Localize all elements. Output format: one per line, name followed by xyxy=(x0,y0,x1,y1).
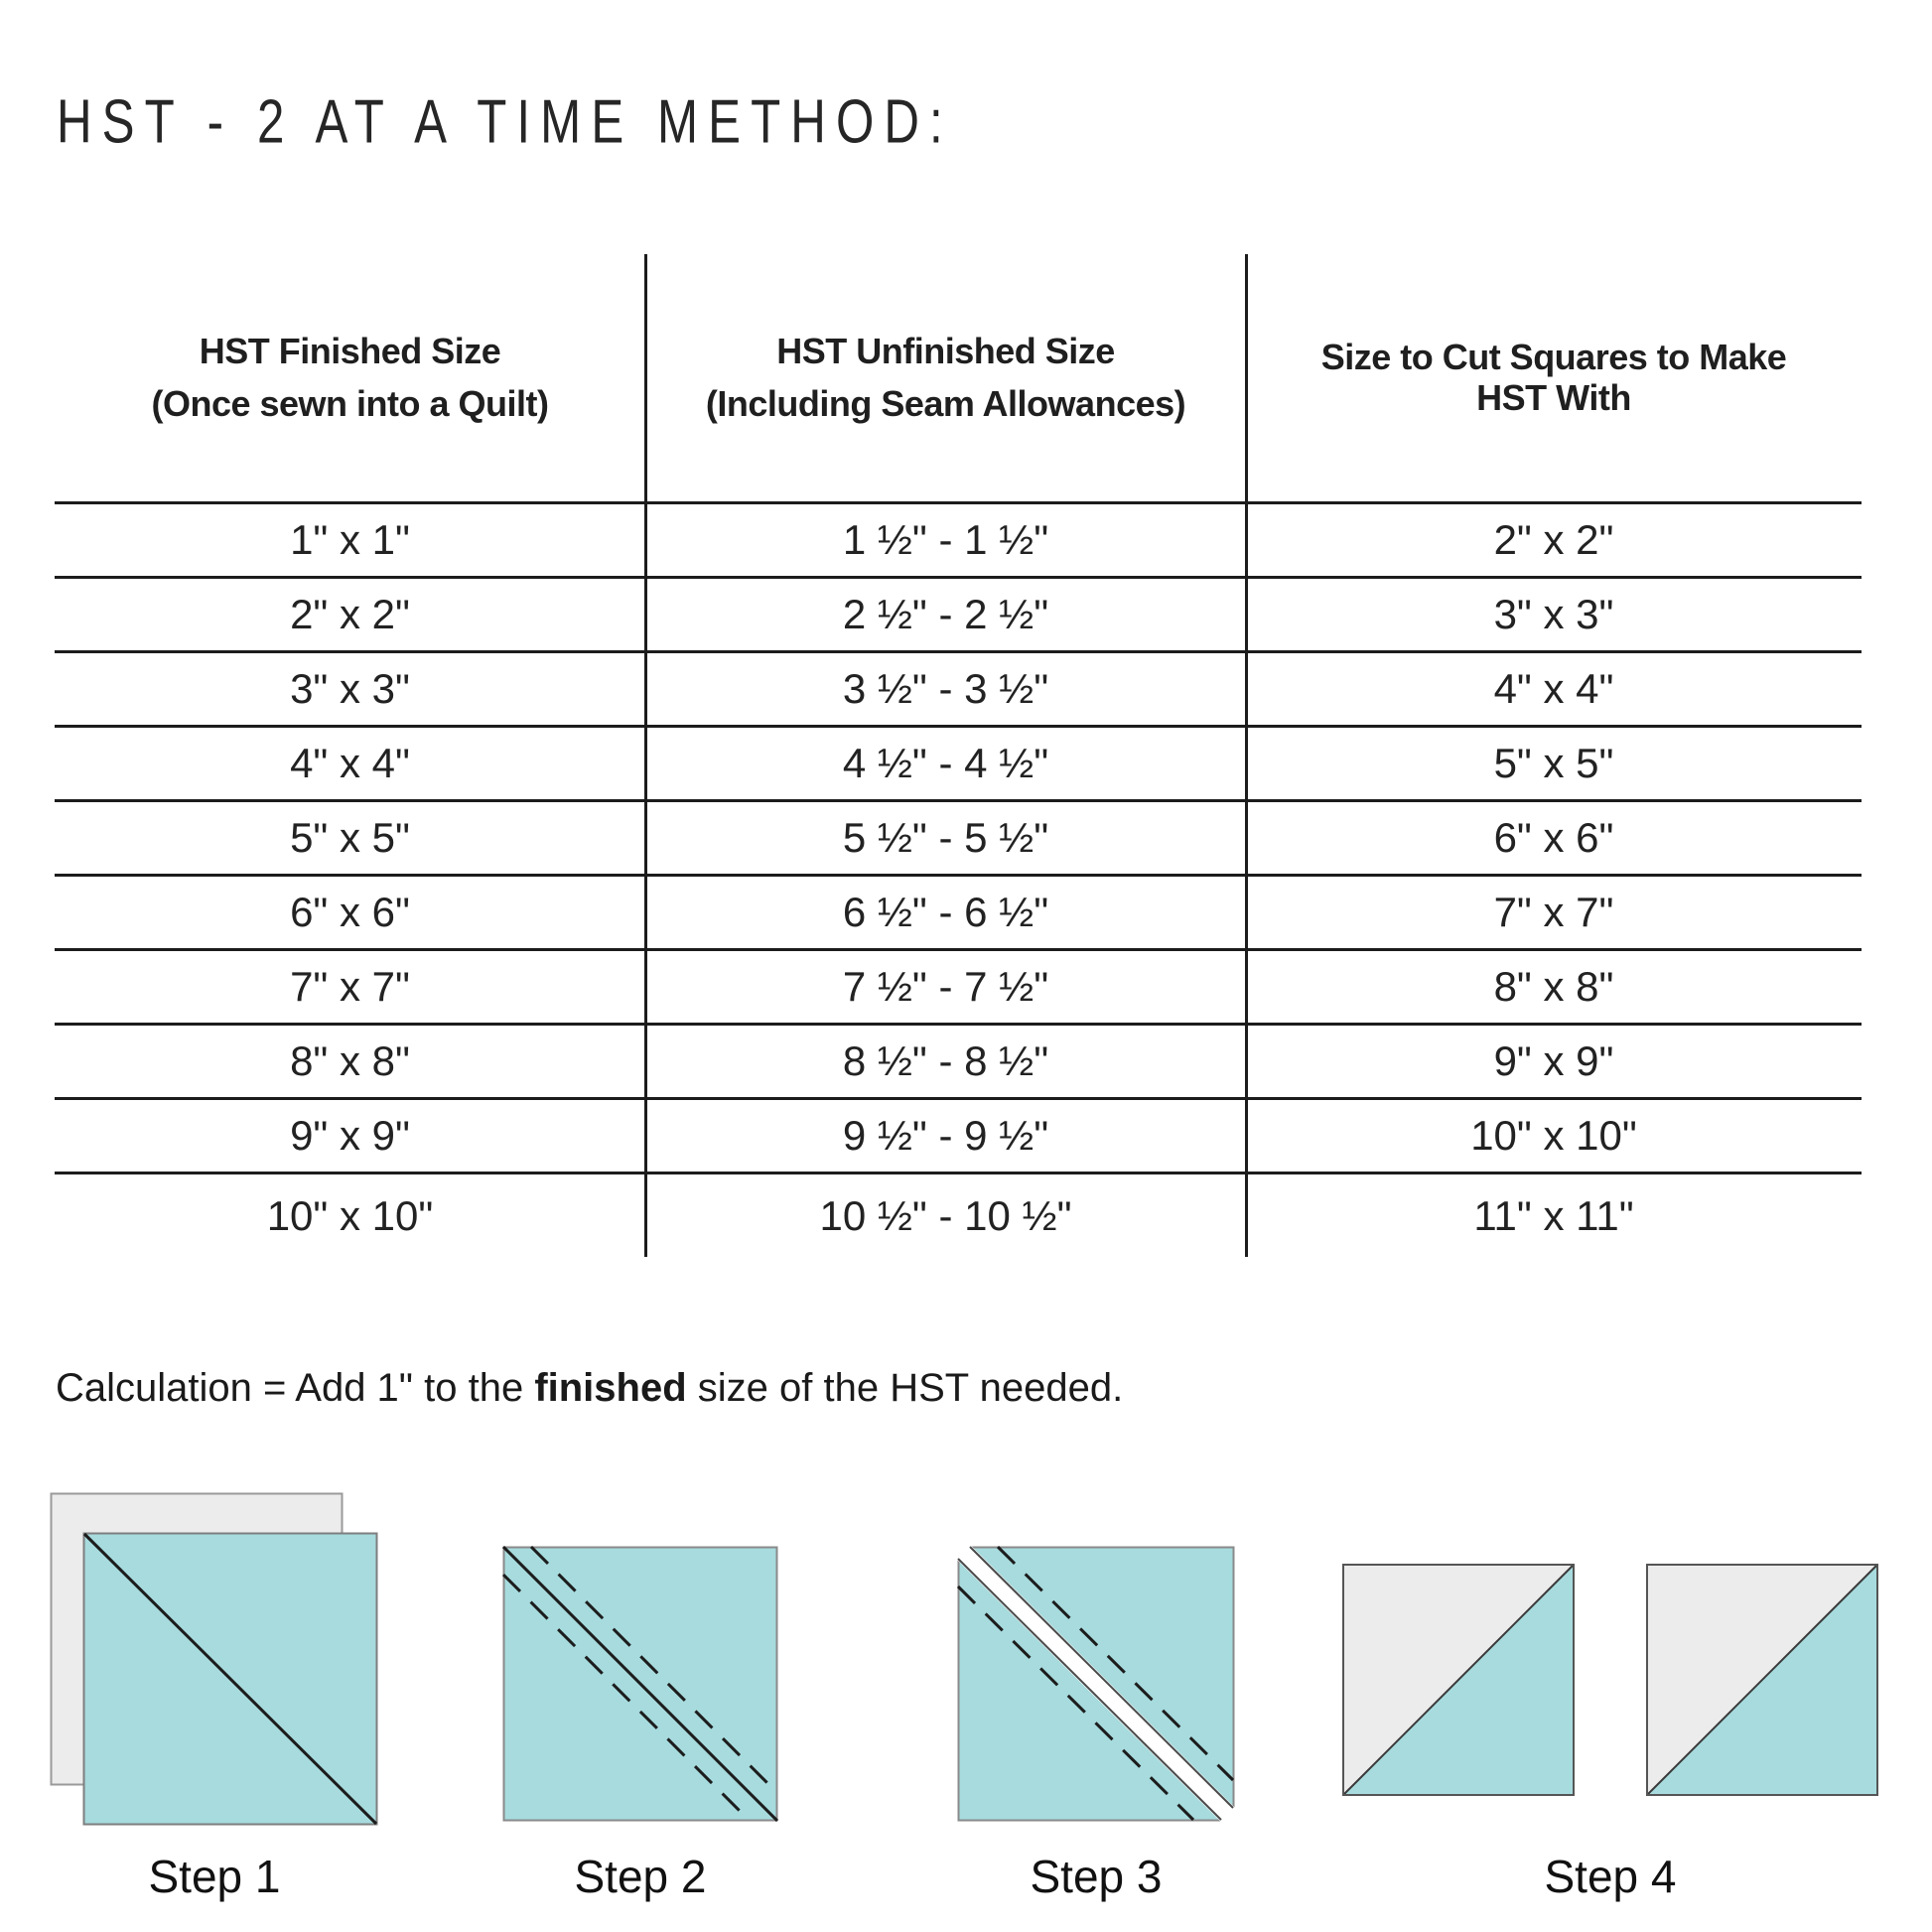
hst-unit-2 xyxy=(1646,1564,1878,1796)
cell-finished-size: 4" x 4" xyxy=(290,740,410,786)
cell-finished-size: 7" x 7" xyxy=(290,963,410,1010)
cut-gap xyxy=(957,1546,1235,1822)
drawn-diagonal-line xyxy=(502,1546,778,1822)
hst-pair xyxy=(1342,1564,1878,1796)
cell-finished-size: 8" x 8" xyxy=(290,1037,410,1084)
cell-unfinished-size: 7 ½" - 7 ½" xyxy=(842,963,1049,1010)
table-row: 1" x 1" 1 ½" - 1 ½" 2" x 2" xyxy=(55,501,1862,576)
cell-cut-size: 7" x 7" xyxy=(1493,889,1614,935)
step1-diagram xyxy=(50,1492,378,1826)
hst-unit-1 xyxy=(1342,1564,1575,1796)
table-row: 8" x 8" 8 ½" - 8 ½" 9" x 9" xyxy=(55,1023,1862,1097)
seam-line xyxy=(1646,1564,1878,1796)
square-border xyxy=(1342,1564,1575,1796)
cell-finished-size: 10" x 10" xyxy=(266,1191,434,1239)
cell-unfinished-size: 5 ½" - 5 ½" xyxy=(842,814,1049,861)
stitch-line-lower xyxy=(529,1546,778,1795)
square-border xyxy=(1646,1564,1878,1796)
cell-cut-size: 10" x 10" xyxy=(1470,1112,1637,1159)
step2-figure: Step 2 xyxy=(502,1546,778,1902)
step4-figure: Step 4 xyxy=(1342,1564,1878,1902)
table-row: 9" x 9" 9 ½" - 9 ½" 10" x 10" xyxy=(55,1097,1862,1172)
cell-finished-size: 2" x 2" xyxy=(290,591,410,637)
header-cut-size: Size to Cut Squares to Make HST With xyxy=(1246,254,1862,501)
cell-unfinished-size: 8 ½" - 8 ½" xyxy=(842,1037,1049,1084)
calculation-note: Calculation = Add 1" to the finished siz… xyxy=(56,1366,1123,1411)
stitch-line-upper xyxy=(502,1573,752,1822)
table-row: 4" x 4" 4 ½" - 4 ½" 5" x 5" xyxy=(55,725,1862,799)
table-row: 2" x 2" 2 ½" - 2 ½" 3" x 3" xyxy=(55,576,1862,650)
table-row: 5" x 5" 5 ½" - 5 ½" 6" x 6" xyxy=(55,799,1862,874)
column-divider-1 xyxy=(644,254,647,1257)
header-line: Size to Cut Squares to Make xyxy=(1320,337,1787,378)
step4-label: Step 4 xyxy=(1544,1851,1677,1902)
cell-finished-size: 9" x 9" xyxy=(290,1112,410,1159)
cell-cut-size: 3" x 3" xyxy=(1493,591,1614,637)
header-finished-size: HST Finished Size (Once sewn into a Quil… xyxy=(55,254,645,501)
cell-cut-size: 11" x 11" xyxy=(1473,1191,1634,1239)
cell-finished-size: 3" x 3" xyxy=(290,665,410,712)
stitch-line-upper xyxy=(957,1585,1195,1822)
drawn-diagonal-line xyxy=(82,1532,378,1826)
header-line: (Once sewn into a Quilt) xyxy=(151,382,549,424)
step3-figure: Step 3 xyxy=(957,1546,1235,1902)
cell-cut-size: 6" x 6" xyxy=(1493,814,1614,861)
cell-unfinished-size: 6 ½" - 6 ½" xyxy=(842,889,1049,935)
step1-figure: Step 1 xyxy=(50,1492,379,1902)
note-suffix: size of the HST needed. xyxy=(686,1366,1124,1410)
cut-edge-upper xyxy=(957,1558,1222,1821)
table-row: 10" x 10" 10 ½" - 10 ½" 11" x 11" xyxy=(55,1172,1862,1257)
step3-diagram xyxy=(957,1546,1235,1822)
cell-cut-size: 5" x 5" xyxy=(1493,740,1614,786)
cell-unfinished-size: 3 ½" - 3 ½" xyxy=(842,665,1049,712)
cell-finished-size: 1" x 1" xyxy=(290,516,410,563)
cell-unfinished-size: 4 ½" - 4 ½" xyxy=(842,740,1049,786)
table-body: 1" x 1" 1 ½" - 1 ½" 2" x 2" 2" x 2" 2 ½"… xyxy=(55,501,1862,1257)
cell-cut-size: 4" x 4" xyxy=(1493,665,1614,712)
column-divider-2 xyxy=(1245,254,1248,1257)
seam-line xyxy=(1342,1564,1575,1796)
page-title: HST - 2 AT A TIME METHOD: xyxy=(57,87,953,157)
cut-edge-lower xyxy=(969,1546,1234,1809)
cell-finished-size: 5" x 5" xyxy=(290,814,410,861)
table-header-row: HST Finished Size (Once sewn into a Quil… xyxy=(55,254,1862,501)
header-line: HST Unfinished Size xyxy=(776,331,1115,372)
stitch-line-lower xyxy=(996,1546,1235,1782)
step2-label: Step 2 xyxy=(574,1851,707,1902)
header-line: (Including Seam Allowances) xyxy=(705,382,1186,424)
cell-finished-size: 6" x 6" xyxy=(290,889,410,935)
cell-cut-size: 9" x 9" xyxy=(1493,1037,1614,1084)
cell-cut-size: 8" x 8" xyxy=(1493,963,1614,1010)
table-row: 3" x 3" 3 ½" - 3 ½" 4" x 4" xyxy=(55,650,1862,725)
cell-cut-size: 2" x 2" xyxy=(1493,516,1614,563)
table-row: 6" x 6" 6 ½" - 6 ½" 7" x 7" xyxy=(55,874,1862,948)
step2-diagram xyxy=(502,1546,778,1822)
cell-unfinished-size: 2 ½" - 2 ½" xyxy=(842,591,1049,637)
step3-label: Step 3 xyxy=(1030,1851,1163,1902)
header-line: HST With xyxy=(1476,376,1631,418)
table-row: 7" x 7" 7 ½" - 7 ½" 8" x 8" xyxy=(55,948,1862,1023)
hst-size-table: HST Finished Size (Once sewn into a Quil… xyxy=(55,254,1862,1257)
note-bold-word: finished xyxy=(534,1366,687,1410)
note-prefix: Calculation = Add 1" to the xyxy=(56,1366,535,1410)
cell-unfinished-size: 10 ½" - 10 ½" xyxy=(819,1191,1072,1239)
cell-unfinished-size: 9 ½" - 9 ½" xyxy=(842,1112,1049,1159)
header-line: HST Finished Size xyxy=(199,331,501,372)
cell-unfinished-size: 1 ½" - 1 ½" xyxy=(842,516,1049,563)
step1-label: Step 1 xyxy=(148,1851,281,1902)
header-unfinished-size: HST Unfinished Size (Including Seam Allo… xyxy=(645,254,1246,501)
